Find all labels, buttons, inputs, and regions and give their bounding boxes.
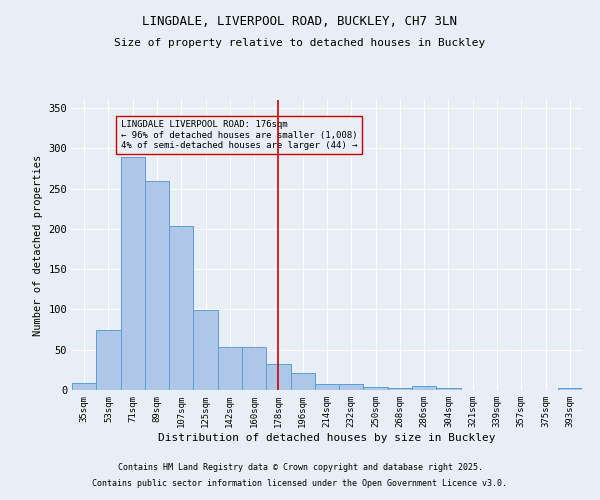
Bar bbox=[72, 383, 96, 390]
Text: Contains public sector information licensed under the Open Government Licence v3: Contains public sector information licen… bbox=[92, 478, 508, 488]
Bar bbox=[436, 388, 461, 390]
Bar bbox=[412, 386, 436, 390]
Text: LINGDALE LIVERPOOL ROAD: 176sqm
← 96% of detached houses are smaller (1,008)
4% : LINGDALE LIVERPOOL ROAD: 176sqm ← 96% of… bbox=[121, 120, 357, 150]
Bar bbox=[193, 310, 218, 390]
Bar bbox=[218, 348, 242, 390]
Bar bbox=[290, 373, 315, 390]
Bar bbox=[339, 384, 364, 390]
Text: Size of property relative to detached houses in Buckley: Size of property relative to detached ho… bbox=[115, 38, 485, 48]
Bar bbox=[242, 348, 266, 390]
Bar bbox=[364, 387, 388, 390]
Bar bbox=[558, 388, 582, 390]
Text: Contains HM Land Registry data © Crown copyright and database right 2025.: Contains HM Land Registry data © Crown c… bbox=[118, 464, 482, 472]
Bar bbox=[96, 330, 121, 390]
Bar bbox=[145, 180, 169, 390]
Bar bbox=[169, 226, 193, 390]
Y-axis label: Number of detached properties: Number of detached properties bbox=[33, 154, 43, 336]
Text: LINGDALE, LIVERPOOL ROAD, BUCKLEY, CH7 3LN: LINGDALE, LIVERPOOL ROAD, BUCKLEY, CH7 3… bbox=[143, 15, 458, 28]
Bar bbox=[388, 388, 412, 390]
Bar bbox=[121, 157, 145, 390]
Bar bbox=[315, 384, 339, 390]
X-axis label: Distribution of detached houses by size in Buckley: Distribution of detached houses by size … bbox=[158, 432, 496, 442]
Bar bbox=[266, 364, 290, 390]
